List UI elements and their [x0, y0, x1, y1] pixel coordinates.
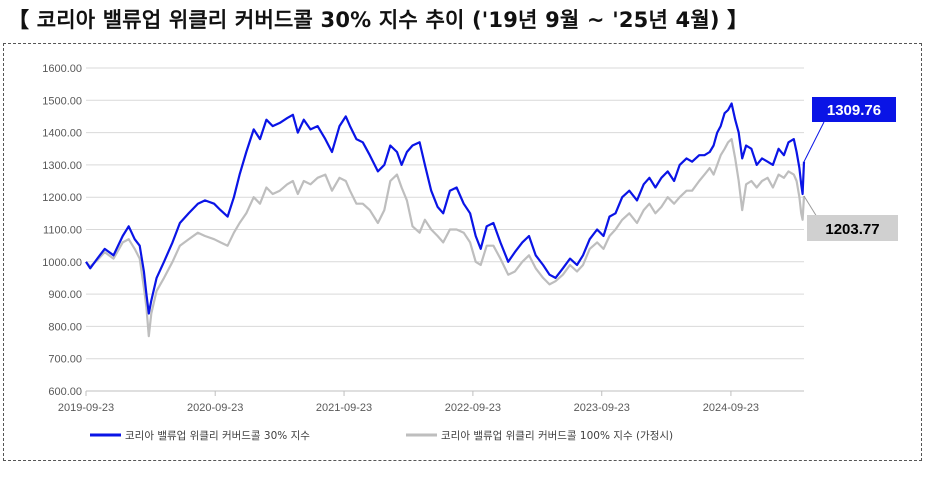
y-tick-label: 1600.00	[42, 63, 82, 75]
y-tick-label: 1500.00	[42, 95, 82, 107]
page-title: 【 코리아 밸류업 위클리 커버드콜 30% 지수 추이 ('19년 9월 ~ …	[8, 8, 749, 32]
x-tick-label: 2020-09-23	[187, 402, 243, 414]
x-tick-label: 2024-09-23	[703, 402, 759, 414]
x-tick-label: 2021-09-23	[316, 402, 372, 414]
x-tick-label: 2022-09-23	[445, 402, 501, 414]
y-tick-label: 900.00	[48, 289, 82, 301]
callout-leader-30pct	[803, 121, 825, 162]
legend-label-30pct: 코리아 밸류업 위클리 커버드콜 30% 지수	[125, 429, 310, 442]
y-tick-label: 1000.00	[42, 257, 82, 269]
callout-value-30pct: 1309.76	[827, 102, 881, 119]
chart-frame: 1600.00 1500.00 1400.00 1300.00 1200.00 1100.…	[3, 43, 922, 461]
x-tick-label: 2023-09-23	[574, 402, 630, 414]
y-tick-label: 1200.00	[42, 192, 82, 204]
series-line-30pct	[85, 102, 806, 315]
legend-label-100pct: 코리아 밸류업 위클리 커버드콜 100% 지수 (가정시)	[441, 429, 673, 442]
x-tick-label: 2019-09-23	[58, 402, 114, 414]
index-line-chart: 1600.00 1500.00 1400.00 1300.00 1200.00 1100.…	[42, 63, 898, 442]
y-tick-label: 700.00	[48, 354, 82, 366]
callout-value-100pct: 1203.77	[825, 221, 879, 238]
y-tick-label: 1300.00	[42, 160, 82, 172]
callout-box-100pct	[807, 215, 898, 241]
y-tick-label: 600.00	[48, 386, 82, 398]
callout-leader-100pct	[803, 195, 818, 218]
y-tick-label: 1100.00	[43, 225, 82, 237]
y-tick-label: 800.00	[48, 321, 82, 333]
series-line-100pct	[85, 138, 806, 338]
callout-box-30pct	[812, 97, 896, 122]
y-tick-label: 1400.00	[42, 128, 82, 140]
